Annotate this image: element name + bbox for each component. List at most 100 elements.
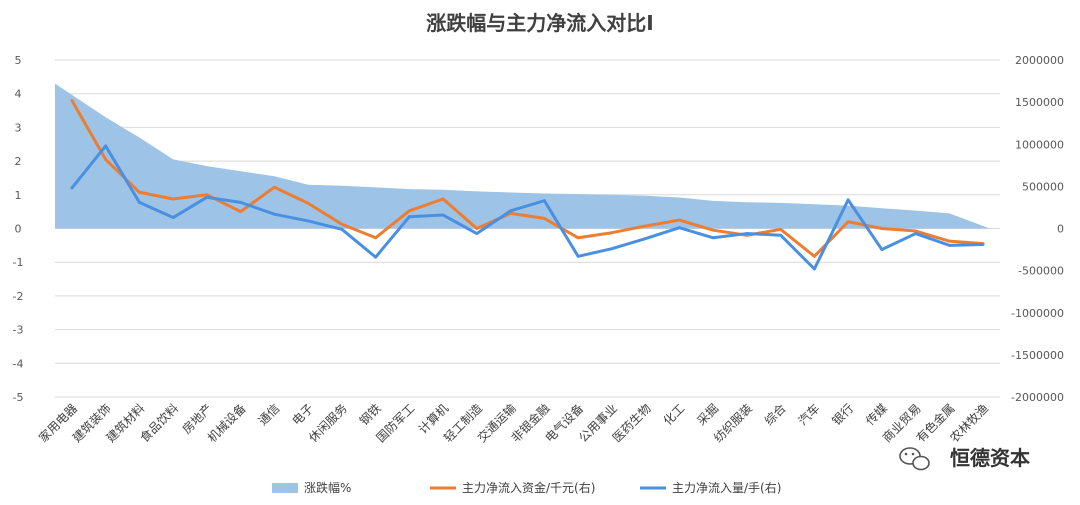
- series-1-point: [812, 254, 816, 258]
- left-tick-label: -3: [13, 324, 24, 337]
- series-1-point: [340, 222, 344, 226]
- legend-label: 主力净流入资金/千元(右): [462, 480, 595, 495]
- category-label: 钢铁: [357, 401, 384, 428]
- right-tick-label: -500000: [1018, 265, 1064, 278]
- series-2-point: [677, 226, 681, 230]
- series-2-point: [475, 232, 479, 235]
- left-tick-label: 0: [15, 223, 22, 236]
- wechat-icon: [899, 447, 930, 471]
- series-2-point: [137, 200, 141, 204]
- left-tick-label: -2: [13, 290, 24, 303]
- area-series-group: [55, 83, 990, 229]
- chart-title: 涨跌幅与主力净流入对比I: [426, 11, 653, 35]
- series-1-point: [610, 231, 614, 235]
- series-1-point: [711, 228, 715, 232]
- series-2-point: [171, 216, 175, 219]
- series-2-point: [745, 232, 749, 235]
- series-1-point: [374, 236, 378, 240]
- series-2-point: [542, 199, 546, 203]
- series-2-point: [644, 237, 648, 241]
- series-2-point: [441, 213, 445, 217]
- series-2-point: [846, 198, 850, 202]
- series-1-point: [677, 218, 681, 222]
- series-2-point: [981, 243, 985, 246]
- legend: 涨跌幅% 主力净流入资金/千元(右) 主力净流入量/手(右): [272, 480, 781, 495]
- left-tick-label: -1: [13, 256, 24, 269]
- category-label: 通信: [256, 401, 283, 428]
- right-tick-label: 1000000: [1015, 138, 1064, 151]
- left-axis: -5 -4 -3 -2 -1 0 1 2 3 4 5: [13, 54, 24, 404]
- series-2-point: [576, 254, 580, 258]
- category-label: 采掘: [694, 401, 722, 429]
- series-2-point: [239, 200, 243, 204]
- right-tick-label: -1000000: [1011, 307, 1064, 320]
- series-1-point: [171, 197, 175, 201]
- series-2-point: [272, 212, 276, 216]
- category-label: 电子: [289, 401, 316, 428]
- left-tick-label: 3: [15, 121, 22, 134]
- series-2-point: [812, 267, 816, 271]
- right-tick-label: -1500000: [1011, 349, 1064, 362]
- legend-label: 涨跌幅%: [304, 480, 351, 495]
- series-2-point: [880, 248, 884, 251]
- series-1-point: [70, 99, 74, 102]
- series-2-point: [610, 247, 614, 251]
- series-1-point: [576, 236, 580, 240]
- category-label: 传媒: [862, 401, 890, 429]
- series-1-point: [475, 227, 479, 230]
- series-1-point: [272, 185, 276, 189]
- series-1-point: [441, 197, 445, 201]
- series-area-0: [55, 83, 990, 229]
- series-1-point: [239, 210, 243, 214]
- series-1-point: [407, 209, 411, 213]
- series-1-point: [306, 201, 310, 205]
- series-1-point: [104, 158, 108, 161]
- series-2-point: [947, 243, 951, 247]
- series-1-point: [779, 227, 783, 231]
- series-2-point: [407, 215, 411, 219]
- series-1-point: [205, 193, 209, 197]
- series-1-point: [644, 224, 648, 228]
- right-tick-label: 1500000: [1015, 96, 1064, 109]
- left-tick-label: 5: [15, 54, 22, 67]
- left-tick-label: 2: [15, 155, 22, 168]
- series-2-point: [306, 219, 310, 223]
- right-tick-label: 2000000: [1015, 54, 1064, 67]
- category-label: 汽车: [795, 401, 823, 429]
- series-2-point: [104, 144, 108, 148]
- series-2-point: [509, 209, 513, 213]
- watermark-text: 恒德资本: [950, 446, 1030, 470]
- series-2-point: [711, 236, 715, 240]
- series-2-point: [914, 232, 918, 235]
- left-tick-label: 4: [15, 88, 22, 101]
- series-2-point: [205, 195, 209, 199]
- series-2-point: [779, 233, 783, 237]
- legend-swatch-area: [272, 483, 298, 493]
- category-label: 银行: [829, 401, 856, 428]
- series-1-point: [880, 227, 884, 230]
- series-2-point: [374, 255, 378, 259]
- series-line-1: [70, 99, 984, 258]
- legend-label: 主力净流入量/手(右): [672, 480, 781, 495]
- series-1-point: [914, 229, 918, 233]
- series-1-point: [947, 239, 951, 243]
- series-2-point: [340, 227, 344, 231]
- left-tick-label: 1: [15, 189, 22, 202]
- watermark: 恒德资本: [899, 446, 1030, 471]
- category-label: 综合: [761, 401, 789, 429]
- series-1-point: [846, 220, 850, 224]
- right-axis: -2000000 -1500000 -1000000 -500000 0 500000 10…: [1011, 54, 1064, 404]
- right-tick-label: -2000000: [1011, 391, 1064, 404]
- left-tick-label: -4: [13, 357, 24, 370]
- right-tick-label: 500000: [1022, 180, 1064, 193]
- category-label: 化工: [661, 401, 688, 428]
- series-line-2: [70, 144, 984, 271]
- series-2-point: [70, 186, 74, 190]
- line-series-group: [70, 99, 985, 271]
- series-1-point: [137, 190, 141, 194]
- left-tick-label: -5: [13, 391, 24, 404]
- series-1-point: [542, 216, 546, 220]
- right-tick-label: 0: [1057, 223, 1064, 236]
